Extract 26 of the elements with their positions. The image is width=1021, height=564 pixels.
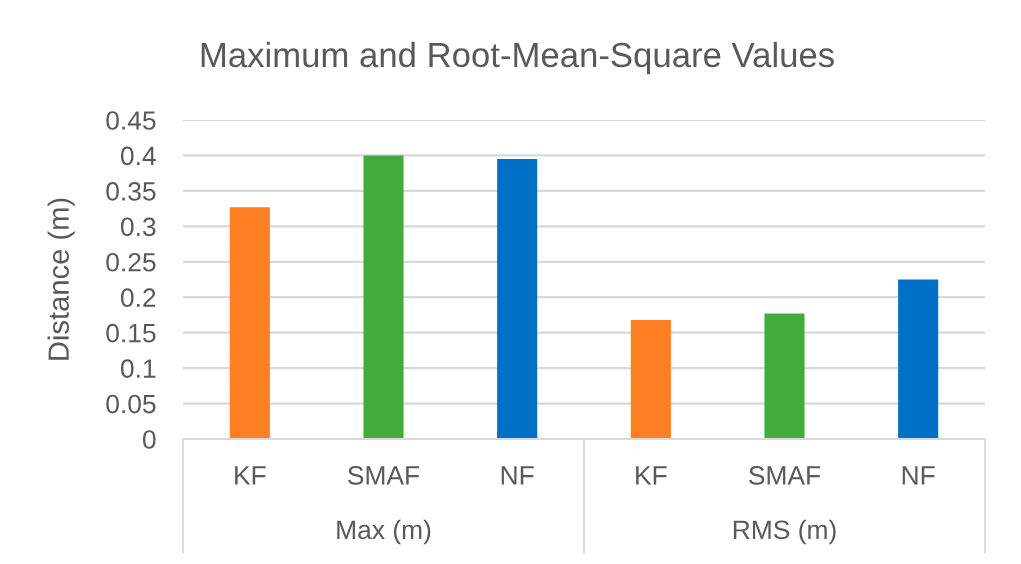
x-tick-label: NF — [902, 466, 935, 485]
bar — [363, 155, 404, 439]
bar — [229, 207, 270, 439]
y-tick-label: 0 — [142, 430, 156, 449]
bar — [764, 313, 805, 439]
text: Max (m) — [337, 519, 431, 545]
text: RMS (m) — [733, 519, 836, 545]
y-tick-label: 0.15 — [106, 323, 156, 343]
y-tick-label: 0.3 — [120, 217, 156, 237]
y-tick-label: 0.2 — [120, 288, 156, 308]
bar — [898, 279, 939, 439]
y-tick-label: 0.4 — [120, 146, 156, 166]
y-tick-label: 0.1 — [120, 359, 156, 378]
x-tick-label: KF — [235, 466, 266, 485]
bar — [497, 158, 538, 439]
bar — [630, 319, 671, 439]
y-tick-label: 0.45 — [106, 111, 156, 130]
x-tick-label: SMAF — [749, 466, 821, 485]
y-tick-label: 0.35 — [106, 182, 156, 201]
chart-title: Maximum and Root-Mean-Square Values — [201, 41, 834, 75]
x-tick-label: NF — [501, 466, 534, 485]
y-axis-title: Distance (m) — [47, 198, 75, 360]
x-tick-label: KF — [636, 466, 667, 485]
y-tick-label: 0.25 — [106, 252, 156, 272]
x-tick-label: SMAF — [348, 466, 420, 485]
y-tick-label: 0.05 — [106, 394, 156, 414]
